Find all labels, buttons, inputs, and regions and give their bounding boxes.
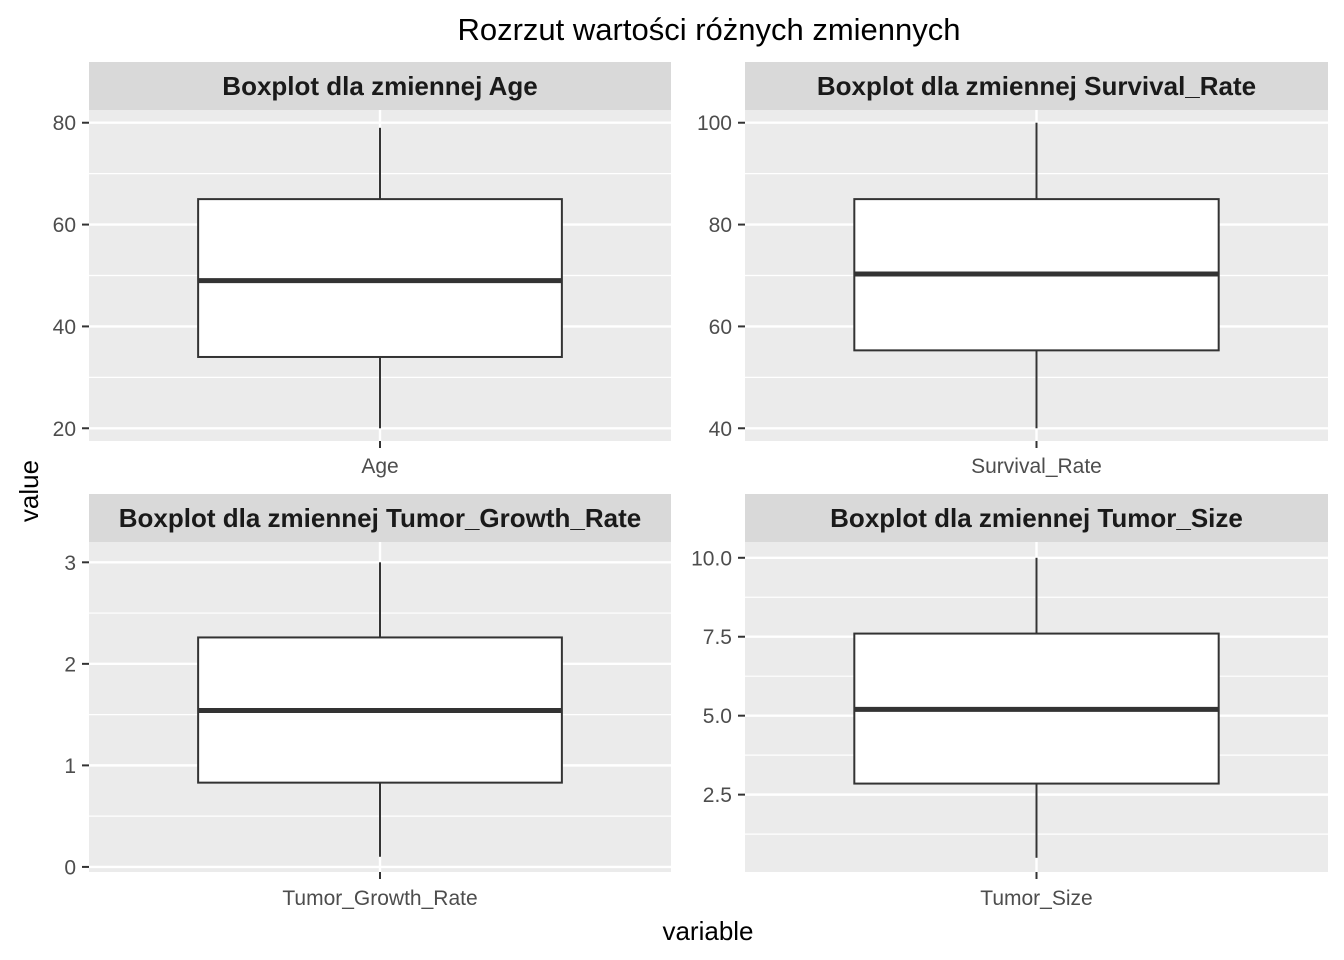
y-axis-title: value bbox=[14, 460, 44, 522]
y-tick-label: 80 bbox=[709, 214, 732, 237]
y-tick-label: 60 bbox=[53, 214, 76, 237]
chart-title: Rozrzut wartości różnych zmiennych bbox=[457, 12, 960, 47]
x-tick-label: Tumor_Growth_Rate bbox=[282, 887, 477, 910]
x-tick-label: Age bbox=[361, 455, 398, 478]
y-tick-label: 40 bbox=[709, 418, 732, 441]
y-tick-label: 20 bbox=[53, 418, 76, 441]
x-axis-title: variable bbox=[662, 916, 753, 946]
x-tick-label: Tumor_Size bbox=[980, 887, 1092, 910]
y-tick-label: 0 bbox=[64, 856, 76, 879]
iqr-box bbox=[197, 198, 563, 358]
y-tick-label: 1 bbox=[64, 755, 76, 778]
facet-strip bbox=[745, 62, 1328, 110]
facet-strip-label: Boxplot dla zmiennej Tumor_Size bbox=[830, 503, 1243, 533]
facet-panel-survival-rate: Boxplot dla zmiennej Survival_Rate 40 60 80… bbox=[697, 62, 1328, 478]
facet-panels: Boxplot dla zmiennej Age20406080AgeBoxpl… bbox=[53, 62, 1328, 910]
facet-strip-label: Boxplot dla zmiennej Survival_Rate bbox=[817, 71, 1256, 101]
facet-strip-label: Boxplot dla zmiennej Tumor_Growth_Rate bbox=[119, 503, 641, 533]
facet-strip-label: Boxplot dla zmiennej Age bbox=[222, 71, 537, 101]
facet-panel-tumor-growth-rate: Boxplot dla zmiennej Tumor_Growth_Rate 0 1… bbox=[64, 494, 671, 910]
facet-strip bbox=[89, 494, 671, 542]
y-tick-label: 40 bbox=[53, 316, 76, 339]
facet-strip bbox=[745, 494, 1328, 542]
y-tick-label: 2.5 bbox=[703, 784, 732, 807]
y-tick-label: 5.0 bbox=[703, 705, 732, 728]
y-tick-label: 2 bbox=[64, 653, 76, 676]
x-tick-label: Survival_Rate bbox=[971, 455, 1102, 478]
facet-panel-tumor-size: Boxplot dla zmiennej Tumor_Size 2.5 5.0 7.5… bbox=[691, 494, 1328, 910]
facet-panel-age: Boxplot dla zmiennej Age 20 40 60 80 Age bbox=[53, 62, 671, 478]
y-tick-label: 10.0 bbox=[691, 547, 732, 570]
y-tick-label: 60 bbox=[709, 316, 732, 339]
y-tick-label: 100 bbox=[697, 112, 732, 135]
y-tick-label: 80 bbox=[53, 112, 76, 135]
y-tick-label: 7.5 bbox=[703, 626, 732, 649]
facet-strip bbox=[89, 62, 671, 110]
y-tick-label: 3 bbox=[64, 552, 76, 575]
